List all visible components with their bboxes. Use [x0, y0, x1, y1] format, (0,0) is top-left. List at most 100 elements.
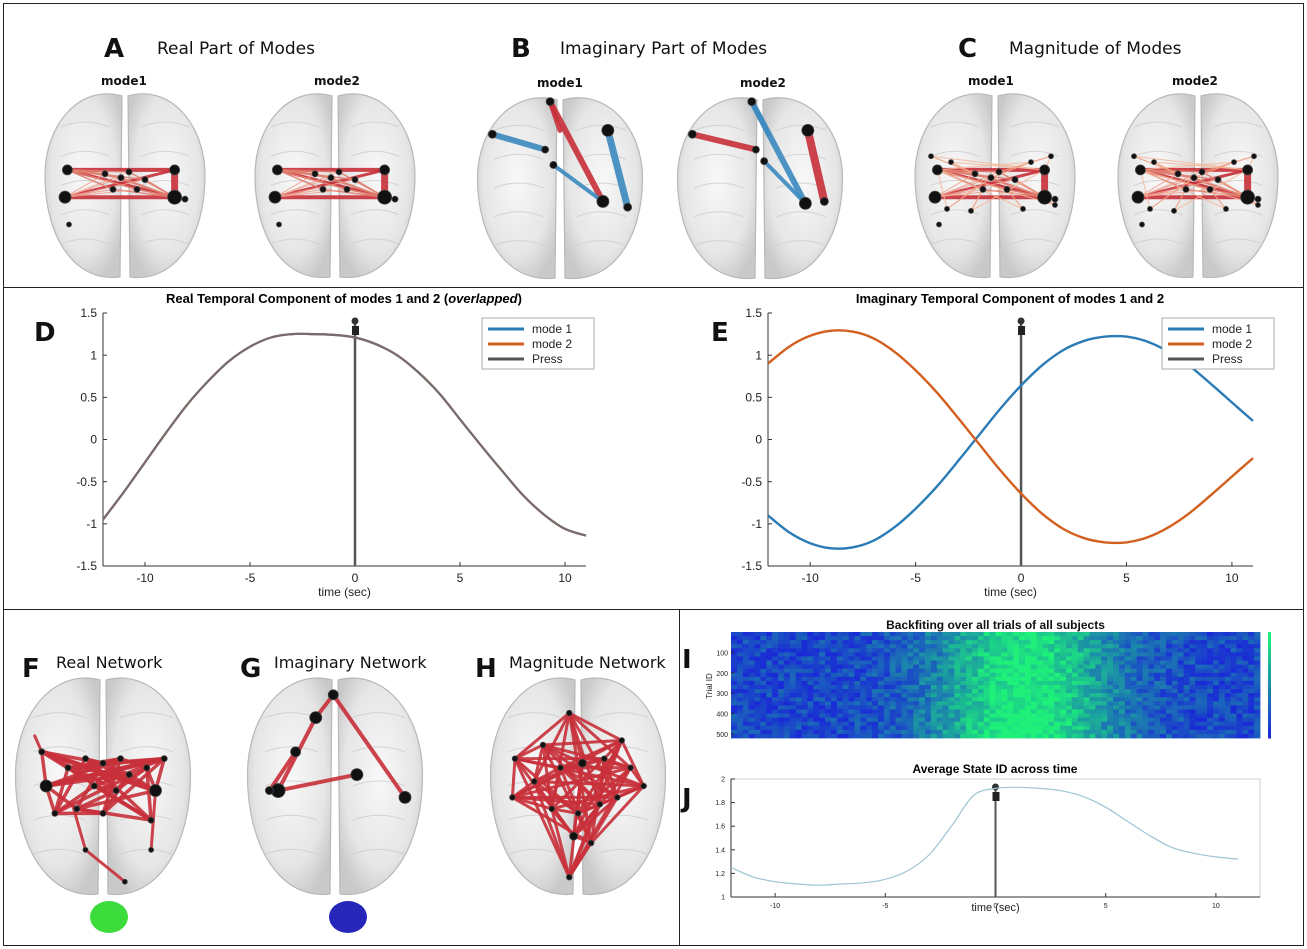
heatmap-cell	[813, 693, 820, 698]
heatmap-cell	[901, 660, 908, 666]
heatmap-cell	[754, 672, 761, 678]
heatmap-cell	[1107, 689, 1114, 694]
x-tick-label: 0	[994, 903, 998, 910]
heatmap-cell	[836, 721, 844, 727]
heatmap-cell	[895, 640, 902, 645]
heatmap-cell	[1183, 729, 1190, 735]
brain-node	[82, 846, 89, 853]
heatmap-cell	[748, 733, 755, 739]
heatmap-cell	[1183, 664, 1190, 670]
heatmap-cell	[842, 729, 849, 735]
heatmap-cell	[778, 729, 785, 735]
heatmap-cell	[883, 676, 891, 682]
heatmap-cell	[1036, 709, 1043, 714]
heatmap-cell	[1019, 733, 1026, 739]
heatmap-cell	[1189, 656, 1196, 661]
connectivity-edge	[66, 169, 138, 191]
y-tick-label: 0.5	[80, 391, 97, 405]
heatmap-cell	[1060, 721, 1067, 727]
heatmap-cell	[1048, 680, 1055, 686]
heatmap-cell	[1001, 660, 1008, 666]
brain-node	[351, 176, 359, 184]
heatmap-cell	[1077, 672, 1085, 678]
heatmap-cell	[995, 693, 1002, 698]
heatmap-cell	[1165, 721, 1173, 727]
heatmap-cell	[930, 632, 938, 637]
heatmap-cell	[742, 648, 750, 653]
heatmap-cell	[801, 636, 808, 641]
heatmap-cell	[1048, 648, 1055, 653]
heatmap-cell	[1130, 672, 1137, 678]
heatmap-cell	[854, 652, 861, 657]
heatmap-cell	[983, 664, 991, 670]
heatmap-cell	[1107, 705, 1114, 710]
heatmap-cell	[954, 648, 961, 653]
brain-gyrus	[1213, 150, 1263, 157]
brain-node	[391, 195, 399, 203]
heatmap-cell	[830, 729, 838, 735]
heatmap-cell	[1248, 652, 1255, 657]
heatmap-cell	[1001, 709, 1008, 714]
heatmap-cell	[1212, 693, 1220, 698]
heatmap-cell	[895, 697, 902, 702]
heatmap-cell	[795, 680, 802, 686]
heatmap-cell	[1160, 701, 1167, 706]
heatmap-cell	[919, 689, 926, 694]
heatmap-cell	[748, 672, 755, 678]
heatmap-cell	[1230, 721, 1237, 727]
heatmap-cell	[1042, 668, 1049, 674]
heatmap-cell	[1118, 636, 1126, 641]
heatmap-cell	[1036, 733, 1043, 739]
heatmap-cell	[1030, 717, 1038, 723]
heatmap-cell	[960, 717, 967, 723]
connectivity-edge	[567, 738, 624, 879]
heatmap-cell	[1001, 640, 1008, 645]
connectivity-edge	[934, 188, 1008, 198]
brain-node	[1214, 176, 1222, 184]
y-tick-label: 1.8	[715, 800, 725, 807]
heatmap-cell	[1007, 693, 1014, 698]
heatmap-cell	[960, 693, 967, 698]
brain-node	[264, 786, 274, 795]
brain-node	[117, 174, 125, 182]
heatmap-cell	[966, 705, 973, 710]
brain-gyrus	[264, 814, 318, 821]
heatmap-cell	[1124, 652, 1132, 657]
heatmap-cell	[819, 709, 826, 714]
heatmap-cell	[995, 729, 1002, 735]
brain-gyrus	[140, 180, 190, 186]
heatmap-cell	[1212, 632, 1220, 637]
heatmap-cell	[954, 689, 961, 694]
chart-title: Real Temporal Component of modes 1 and 2…	[166, 291, 522, 306]
heatmap-cell	[1113, 672, 1120, 678]
heatmap-cell	[736, 664, 744, 670]
heatmap-cell	[1066, 685, 1073, 690]
heatmap-cell	[836, 640, 844, 645]
heatmap-cell	[1001, 725, 1008, 731]
heatmap-cell	[924, 648, 932, 653]
x-tick-label: -10	[136, 571, 154, 585]
heatmap-cell	[930, 676, 938, 682]
heatmap-cell	[1224, 656, 1232, 661]
heatmap-cell	[854, 709, 861, 714]
heatmap-cell	[1124, 717, 1132, 723]
heatmap-cell	[960, 664, 967, 670]
heatmap-cell	[1054, 640, 1061, 645]
heatmap-cell	[936, 660, 943, 666]
brain-node	[541, 145, 550, 154]
y-tick-label: 1.5	[80, 306, 97, 320]
heatmap-cell	[1207, 685, 1214, 690]
heatmap-cell	[877, 676, 885, 682]
brain-node	[614, 794, 621, 801]
heatmap-cell	[836, 632, 844, 637]
brain-node	[73, 805, 81, 813]
heatmap-cell	[1212, 709, 1220, 714]
heatmap-cell	[772, 733, 779, 739]
connectivity-edge	[1139, 169, 1259, 206]
heatmap-cell	[760, 693, 767, 698]
heatmap-cell	[1230, 693, 1237, 698]
heatmap-cell	[854, 660, 861, 666]
heatmap-cell	[977, 636, 985, 641]
heatmap-cell	[1060, 648, 1067, 653]
heatmap-cell	[1042, 676, 1049, 682]
